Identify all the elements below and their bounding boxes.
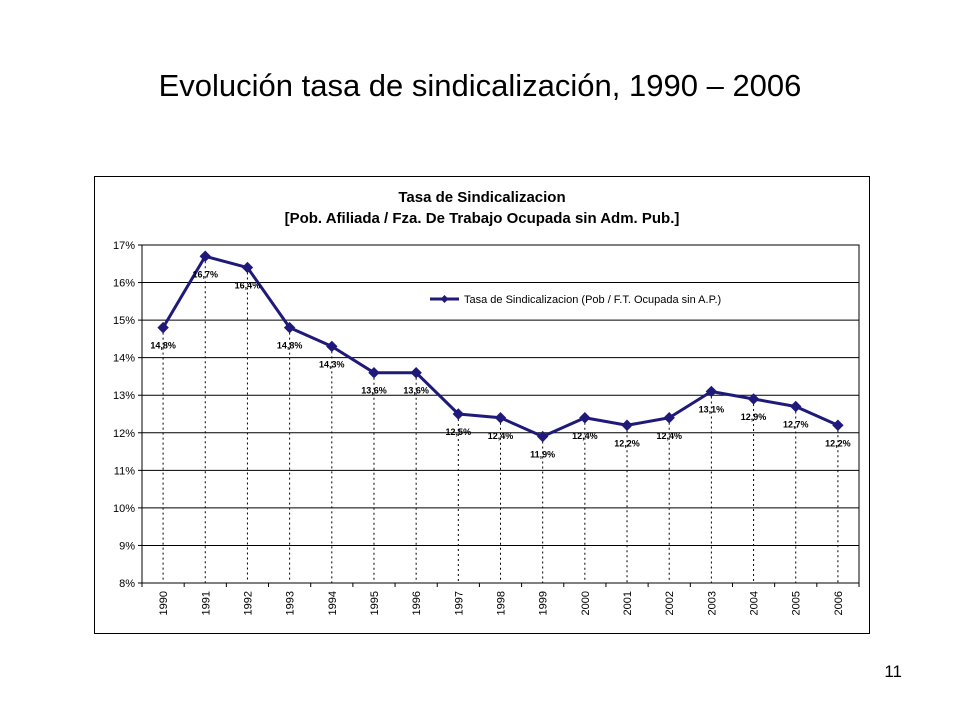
- data-point: [452, 408, 465, 420]
- x-tick-label: 2005: [791, 591, 803, 615]
- data-label: 16,4%: [235, 281, 261, 291]
- x-tick-label: 2003: [706, 591, 718, 615]
- x-tick-label: 1993: [285, 591, 297, 615]
- data-label: 12,4%: [488, 431, 514, 441]
- data-point: [368, 366, 380, 379]
- chart-frame: Tasa de Sindicalizacion [Pob. Afiliada /…: [94, 176, 870, 634]
- data-point: [705, 385, 718, 398]
- data-label: 12,7%: [783, 419, 809, 429]
- x-tick-label: 1996: [411, 591, 423, 615]
- data-label: 11,9%: [530, 450, 555, 460]
- y-tick-label: 9%: [119, 540, 135, 552]
- y-tick-label: 8%: [119, 578, 135, 590]
- data-point: [199, 250, 211, 262]
- y-tick-label: 11%: [114, 465, 135, 477]
- data-label: 13,1%: [699, 404, 725, 414]
- x-tick-label: 2004: [749, 591, 761, 615]
- y-tick-label: 15%: [113, 315, 135, 327]
- x-tick-label: 1998: [496, 591, 508, 615]
- y-tick-label: 16%: [113, 278, 135, 290]
- x-tick-label: 1999: [538, 591, 550, 615]
- data-point: [747, 393, 760, 405]
- x-tick-label: 1994: [327, 591, 339, 615]
- series-line: [161, 254, 839, 439]
- data-point: [494, 412, 507, 424]
- y-tick-label: 12%: [113, 428, 135, 440]
- chart-subtitle: [Pob. Afiliada / Fza. De Trabajo Ocupada…: [284, 210, 680, 227]
- legend-marker: [440, 295, 449, 303]
- y-tick-label: 17%: [113, 240, 135, 252]
- slide-number: 11: [884, 662, 902, 681]
- data-point: [579, 412, 591, 424]
- data-label: 14,8%: [150, 341, 176, 351]
- y-tick-label: 14%: [113, 353, 135, 365]
- data-point: [536, 430, 549, 443]
- line-chart: 8% 9% 10% 11% 12% 13% 14% 15% 16% 17% 1990 1991 1992…: [113, 240, 860, 615]
- data-point: [241, 261, 254, 274]
- data-label: 12,9%: [741, 412, 767, 422]
- chart-title: Tasa de Sindicalizacion: [398, 189, 566, 206]
- x-tick-label: 2000: [580, 591, 592, 615]
- data-point: [326, 340, 338, 353]
- y-tick-label: 13%: [113, 390, 135, 402]
- data-label: 13,6%: [361, 386, 387, 396]
- x-tick-label: 1992: [242, 591, 254, 615]
- data-label: 12,2%: [825, 438, 851, 448]
- legend-label: Tasa de Sindicalizacion (Pob / F.T. Ocup…: [464, 294, 721, 306]
- data-point: [663, 412, 675, 424]
- data-label: 12,4%: [656, 431, 682, 441]
- x-tick-label: 2006: [833, 591, 845, 615]
- slide-title: Evolución tasa de sindicalización, 1990 …: [158, 68, 802, 103]
- x-tick-label: 2002: [664, 591, 676, 615]
- x-tick-label: 1995: [369, 591, 381, 615]
- data-label: 12,2%: [614, 438, 640, 448]
- data-point: [621, 419, 633, 431]
- x-tick-label: 1991: [200, 591, 212, 615]
- data-point: [157, 321, 169, 334]
- y-tick-label: 10%: [113, 503, 135, 515]
- data-label: 13,6%: [403, 386, 429, 396]
- data-point: [790, 400, 802, 413]
- data-label: 14,8%: [277, 341, 303, 351]
- data-label: 12,4%: [572, 431, 598, 441]
- data-label: 16,7%: [192, 269, 218, 279]
- data-point: [283, 321, 296, 334]
- data-point: [410, 366, 422, 379]
- data-label: 12,5%: [446, 427, 472, 437]
- x-tick-label: 2001: [622, 591, 634, 615]
- data-label: 14,3%: [319, 359, 345, 369]
- data-point: [832, 419, 844, 431]
- x-tick-label: 1997: [453, 591, 465, 615]
- x-tick-label: 1990: [158, 591, 170, 615]
